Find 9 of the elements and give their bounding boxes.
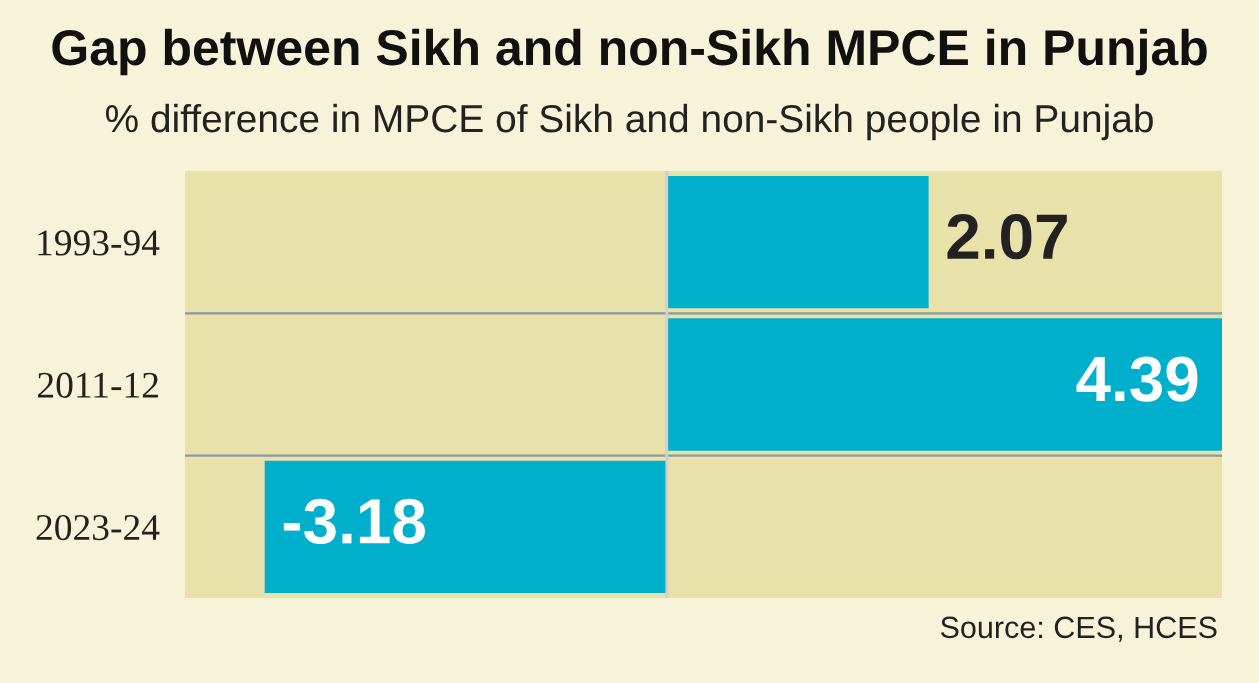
source-note: Source: CES, HCES — [940, 616, 1217, 642]
y-tick-label: 1993-94 — [38, 230, 160, 256]
data-label: 4.39 — [1076, 356, 1198, 402]
data-label: -3.18 — [283, 498, 425, 545]
y-tick-label: 2023-24 — [36, 514, 160, 541]
chart-title: Gap between Sikh and non-Sikh MPCE in Punjab — [52, 28, 1207, 76]
data-label: 2.07 — [947, 214, 1067, 260]
chart-subtitle: % difference in MPCE of Sikh and non-Sikh people in Punjab — [105, 103, 1153, 141]
y-tick-label: 2011-12 — [38, 372, 158, 398]
